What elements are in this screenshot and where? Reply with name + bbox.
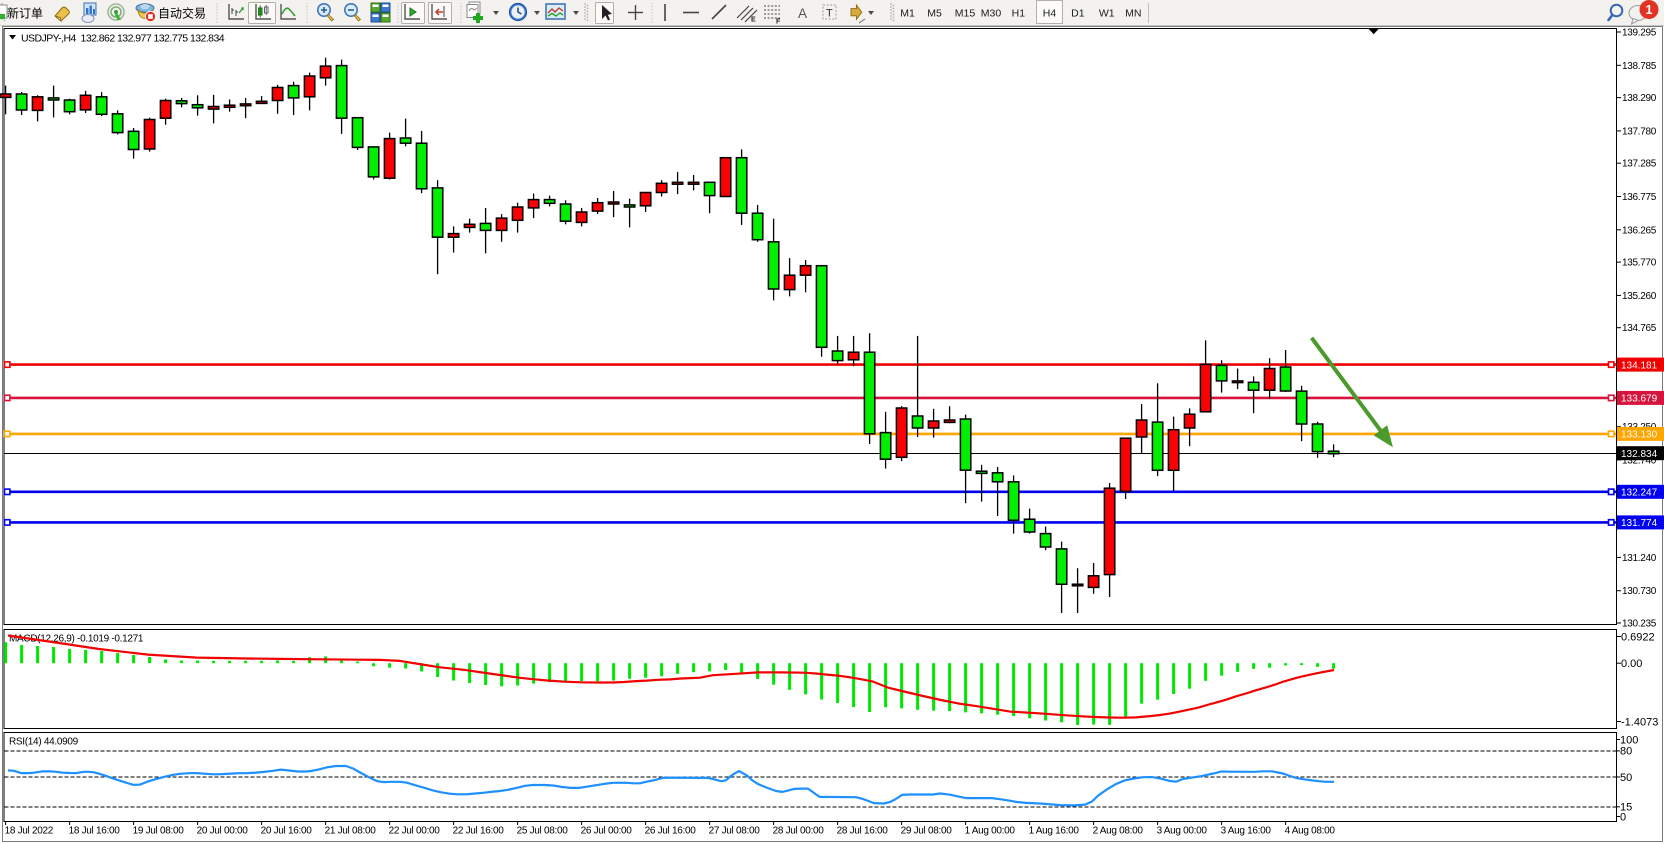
svg-text:133.130: 133.130 (1621, 430, 1658, 441)
svg-text:133.679: 133.679 (1621, 394, 1658, 405)
svg-text:3 Aug 16:00: 3 Aug 16:00 (1221, 826, 1272, 837)
svg-text:131.240: 131.240 (1622, 553, 1657, 564)
svg-text:130.235: 130.235 (1622, 619, 1657, 630)
svg-text:MACD(12,26,9) -0.1019 -0.1271: MACD(12,26,9) -0.1019 -0.1271 (9, 634, 144, 645)
svg-text:25 Jul 08:00: 25 Jul 08:00 (517, 826, 569, 837)
svg-text:A: A (798, 6, 807, 21)
svg-text:F: F (776, 19, 781, 26)
svg-text:18 Jul 2022: 18 Jul 2022 (5, 826, 54, 837)
svg-text:29 Jul 08:00: 29 Jul 08:00 (901, 826, 953, 837)
svg-text:M30: M30 (981, 8, 1002, 20)
svg-text:21 Jul 08:00: 21 Jul 08:00 (325, 826, 377, 837)
svg-text:20 Jul 16:00: 20 Jul 16:00 (261, 826, 313, 837)
svg-text:137.780: 137.780 (1622, 126, 1657, 137)
svg-text:1 Aug 00:00: 1 Aug 00:00 (965, 826, 1016, 837)
svg-text:136.775: 136.775 (1622, 192, 1657, 203)
svg-text:80: 80 (1620, 746, 1632, 758)
svg-text:2 Aug 08:00: 2 Aug 08:00 (1093, 826, 1144, 837)
svg-text:50: 50 (1620, 772, 1632, 784)
svg-text:W1: W1 (1099, 8, 1115, 20)
svg-text:0.00: 0.00 (1621, 658, 1642, 670)
svg-text:3 Aug 00:00: 3 Aug 00:00 (1157, 826, 1208, 837)
svg-text:E: E (751, 17, 756, 24)
svg-text:137.285: 137.285 (1622, 159, 1657, 170)
svg-text:22 Jul 00:00: 22 Jul 00:00 (389, 826, 441, 837)
svg-text:132.740: 132.740 (1622, 455, 1657, 466)
svg-text:20 Jul 00:00: 20 Jul 00:00 (197, 826, 249, 837)
svg-text:22 Jul 16:00: 22 Jul 16:00 (453, 826, 505, 837)
svg-text:135.260: 135.260 (1622, 291, 1657, 302)
svg-text:-1.4073: -1.4073 (1621, 716, 1658, 728)
svg-text:USDJPY-,H4 132.862 132.977 13: USDJPY-,H4 132.862 132.977 132.775 132.8… (21, 33, 225, 45)
svg-text:新订单: 新订单 (7, 6, 43, 21)
svg-text:M5: M5 (927, 8, 942, 20)
svg-text:131.774: 131.774 (1621, 518, 1658, 529)
svg-text:130.730: 130.730 (1622, 586, 1657, 597)
svg-text:134.181: 134.181 (1621, 360, 1658, 371)
svg-text:18 Jul 16:00: 18 Jul 16:00 (69, 826, 121, 837)
svg-text:26 Jul 00:00: 26 Jul 00:00 (581, 826, 633, 837)
svg-text:M1: M1 (900, 8, 915, 20)
svg-text:M15: M15 (955, 8, 976, 20)
svg-text:27 Jul 08:00: 27 Jul 08:00 (709, 826, 761, 837)
svg-text:135.770: 135.770 (1622, 258, 1657, 269)
svg-text:19 Jul 08:00: 19 Jul 08:00 (133, 826, 185, 837)
svg-text:自动交易: 自动交易 (158, 6, 206, 21)
svg-text:15: 15 (1620, 802, 1632, 814)
svg-text:MN: MN (1125, 8, 1141, 20)
svg-text:138.290: 138.290 (1622, 93, 1657, 104)
svg-text:28 Jul 16:00: 28 Jul 16:00 (837, 826, 889, 837)
svg-text:136.265: 136.265 (1622, 225, 1657, 236)
svg-text:T: T (826, 8, 833, 20)
svg-text:4 Aug 08:00: 4 Aug 08:00 (1285, 826, 1336, 837)
svg-text:0.6922: 0.6922 (1621, 631, 1655, 643)
svg-text:D1: D1 (1071, 8, 1085, 20)
svg-text:132.834: 132.834 (1621, 449, 1658, 460)
svg-text:100: 100 (1620, 734, 1638, 746)
svg-text:H4: H4 (1043, 8, 1057, 20)
svg-text:28 Jul 00:00: 28 Jul 00:00 (773, 826, 825, 837)
svg-text:134.765: 134.765 (1622, 323, 1657, 334)
svg-text:132.247: 132.247 (1621, 488, 1658, 499)
svg-text:138.785: 138.785 (1622, 61, 1657, 72)
svg-text:1: 1 (1646, 3, 1653, 17)
svg-text:0: 0 (1620, 811, 1626, 823)
svg-text:1 Aug 16:00: 1 Aug 16:00 (1029, 826, 1080, 837)
svg-text:139.295: 139.295 (1622, 28, 1657, 39)
svg-text:26 Jul 16:00: 26 Jul 16:00 (645, 826, 697, 837)
svg-text:H1: H1 (1012, 8, 1026, 20)
svg-text:RSI(14) 44.0909: RSI(14) 44.0909 (9, 737, 79, 748)
